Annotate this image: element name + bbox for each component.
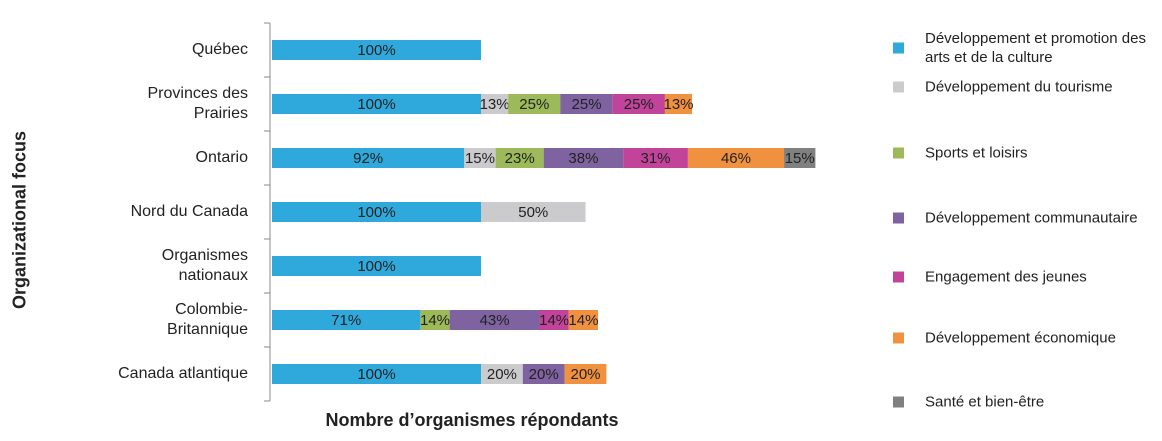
data-label: 38%: [568, 150, 598, 167]
legend-label: Sports et loisirs: [925, 144, 1028, 162]
data-label: 46%: [721, 150, 751, 167]
legend-label: Développement et promotion des arts et d…: [925, 30, 1146, 66]
category-label: Provinces des Prairies: [147, 85, 249, 122]
data-label: 25%: [519, 96, 549, 113]
data-label: 23%: [505, 150, 535, 167]
legend-label: Développement économique: [925, 329, 1116, 347]
data-label: 14%: [420, 312, 450, 329]
data-label: 20%: [570, 366, 600, 383]
bar-segment: [495, 148, 544, 168]
data-label: 43%: [480, 312, 510, 329]
bar-segment: [564, 364, 607, 384]
data-label: 71%: [331, 312, 361, 329]
data-label: 31%: [640, 150, 670, 167]
data-label: 14%: [539, 312, 569, 329]
bar-segment: [539, 310, 569, 330]
bar-segment: [481, 202, 586, 222]
legend-label: Engagement des jeunes: [925, 268, 1087, 286]
legend-label: Santé et bien-être: [925, 393, 1045, 411]
bar-segment: [272, 364, 481, 384]
data-label: 13%: [663, 96, 693, 113]
bar-segment: [272, 148, 465, 168]
legend-label: Développement du tourisme: [925, 78, 1113, 96]
data-label: 92%: [353, 150, 383, 167]
data-label: 100%: [357, 366, 395, 383]
bar-segment: [272, 310, 421, 330]
bar-segment: [664, 94, 693, 114]
bar-segment: [481, 364, 523, 384]
data-label: 20%: [529, 366, 559, 383]
data-label: 100%: [357, 204, 395, 221]
x-axis-title: Nombre d’organismes répondants: [325, 410, 619, 430]
category-label: Ontario: [195, 149, 248, 166]
bar-segment: [449, 310, 540, 330]
data-label: 25%: [624, 96, 654, 113]
category-label: Organismes nationaux: [161, 247, 248, 284]
bar-segment: [623, 148, 688, 168]
data-label: 13%: [480, 96, 510, 113]
legend-swatch: [893, 271, 904, 283]
y-axis-title: Organizational focus: [9, 130, 30, 310]
legend-swatch: [893, 81, 904, 93]
data-label: 25%: [572, 96, 602, 113]
bar-segment: [568, 310, 599, 330]
bar-segment: [481, 94, 509, 114]
legend-swatch: [893, 42, 904, 54]
category-label: Colombie-Britannique: [167, 301, 248, 338]
bar-segment: [420, 310, 450, 330]
legend-swatch: [893, 332, 904, 344]
bar-segment: [508, 94, 561, 114]
legend-swatch: [893, 147, 904, 159]
bar-segment: [272, 202, 481, 222]
data-label: 100%: [357, 258, 395, 275]
bar-segment: [272, 94, 481, 114]
bar-segment: [560, 94, 613, 114]
category-label: Nord du Canada: [130, 203, 248, 220]
bar-segment: [543, 148, 624, 168]
category-label: Canada atlantique: [118, 365, 248, 382]
bar-segment: [784, 148, 816, 168]
legend-label: Développement communautaire: [925, 209, 1138, 227]
bar-segment: [464, 148, 496, 168]
data-label: 100%: [357, 96, 395, 113]
bar-segment: [522, 364, 565, 384]
category-label: Québec: [191, 41, 248, 58]
data-label: 15%: [785, 150, 815, 167]
data-label: 100%: [357, 42, 395, 59]
bar-segment: [272, 40, 481, 60]
bar-segment: [687, 148, 785, 168]
data-label: 15%: [465, 150, 495, 167]
data-label: 20%: [487, 366, 517, 383]
data-label: 50%: [518, 204, 548, 221]
bar-segment: [272, 256, 481, 276]
legend-swatch: [893, 396, 904, 408]
data-label: 14%: [568, 312, 598, 329]
bar-segment: [612, 94, 665, 114]
legend-swatch: [893, 212, 904, 224]
